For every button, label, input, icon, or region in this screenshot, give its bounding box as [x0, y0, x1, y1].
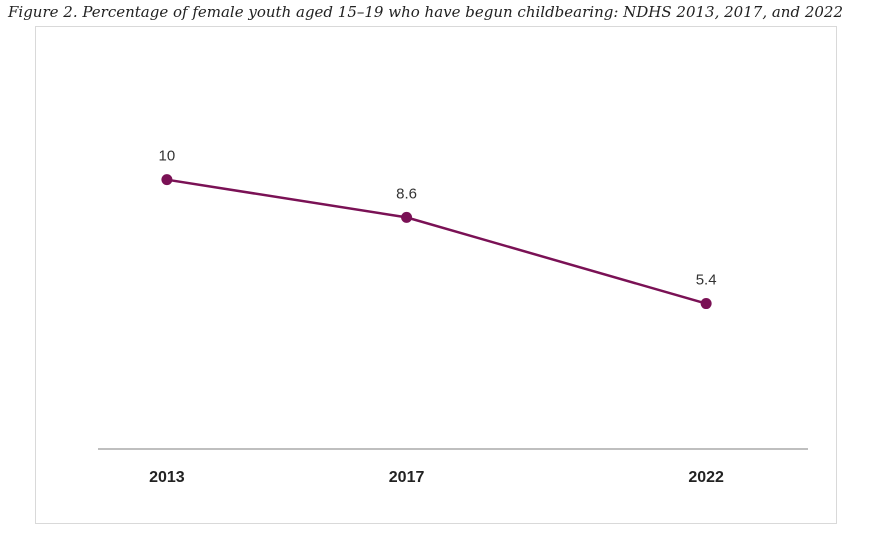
data-label-2022: 5.4 — [696, 272, 717, 289]
data-label-2013: 10 — [159, 148, 176, 165]
x-tick-label-2017: 2017 — [389, 469, 425, 486]
series-line — [166, 178, 707, 305]
data-label-2017: 8.6 — [396, 185, 417, 202]
data-point-2022 — [700, 298, 712, 310]
figure-caption: Figure 2. Percentage of female youth age… — [8, 3, 843, 21]
chart-frame — [35, 26, 837, 524]
data-point-2017 — [401, 211, 413, 223]
x-tick-label-2022: 2022 — [688, 469, 724, 486]
data-point-2013 — [161, 174, 173, 186]
x-tick-label-2013: 2013 — [149, 469, 185, 486]
